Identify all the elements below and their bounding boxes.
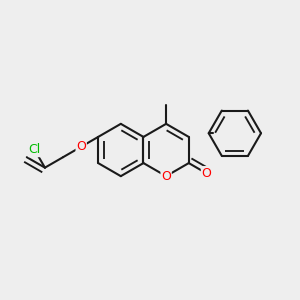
Text: O: O <box>161 170 171 183</box>
Text: O: O <box>76 140 86 153</box>
Text: Cl: Cl <box>28 143 41 157</box>
Text: O: O <box>202 167 212 180</box>
